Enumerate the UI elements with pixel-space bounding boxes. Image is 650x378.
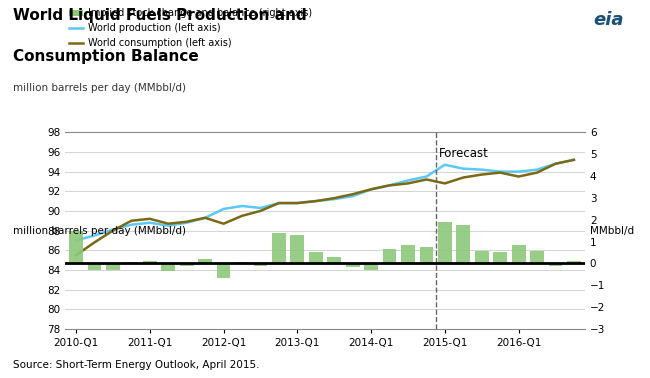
Bar xyxy=(198,259,212,263)
Text: Forecast: Forecast xyxy=(439,147,489,160)
Bar xyxy=(254,263,267,265)
Bar xyxy=(309,253,322,263)
Bar xyxy=(438,222,452,263)
Bar xyxy=(235,262,249,263)
Bar xyxy=(474,251,489,263)
Bar xyxy=(106,263,120,270)
Bar xyxy=(383,249,396,263)
Text: eia: eia xyxy=(593,11,624,29)
Bar xyxy=(161,263,176,271)
Text: million barrels per day (MMbbl/d): million barrels per day (MMbbl/d) xyxy=(13,226,186,235)
Legend: Implied stock change and balance (right axis), World production (left axis), Wor: Implied stock change and balance (right … xyxy=(65,5,317,52)
Bar xyxy=(69,231,83,263)
Text: Source: Short-Term Energy Outlook, April 2015.: Source: Short-Term Energy Outlook, April… xyxy=(13,361,259,370)
Bar xyxy=(143,261,157,263)
Text: million barrels per day (MMbbl/d): million barrels per day (MMbbl/d) xyxy=(13,83,186,93)
Bar xyxy=(401,245,415,263)
Bar xyxy=(567,261,581,263)
Bar xyxy=(530,251,544,263)
Bar xyxy=(456,225,470,263)
Bar xyxy=(272,233,286,263)
Bar xyxy=(88,263,101,270)
Bar xyxy=(364,263,378,270)
Bar xyxy=(346,263,359,266)
Bar xyxy=(216,263,231,277)
Bar xyxy=(512,245,526,263)
Bar xyxy=(549,263,562,265)
Text: World Liquid Fuels Production and: World Liquid Fuels Production and xyxy=(13,8,307,23)
Bar xyxy=(180,263,194,265)
Bar xyxy=(328,257,341,263)
Bar xyxy=(291,235,304,263)
Bar xyxy=(493,253,507,263)
Bar xyxy=(419,247,434,263)
Text: Consumption Balance: Consumption Balance xyxy=(13,49,199,64)
Text: MMbbl/d: MMbbl/d xyxy=(590,226,634,235)
Bar xyxy=(124,262,138,263)
